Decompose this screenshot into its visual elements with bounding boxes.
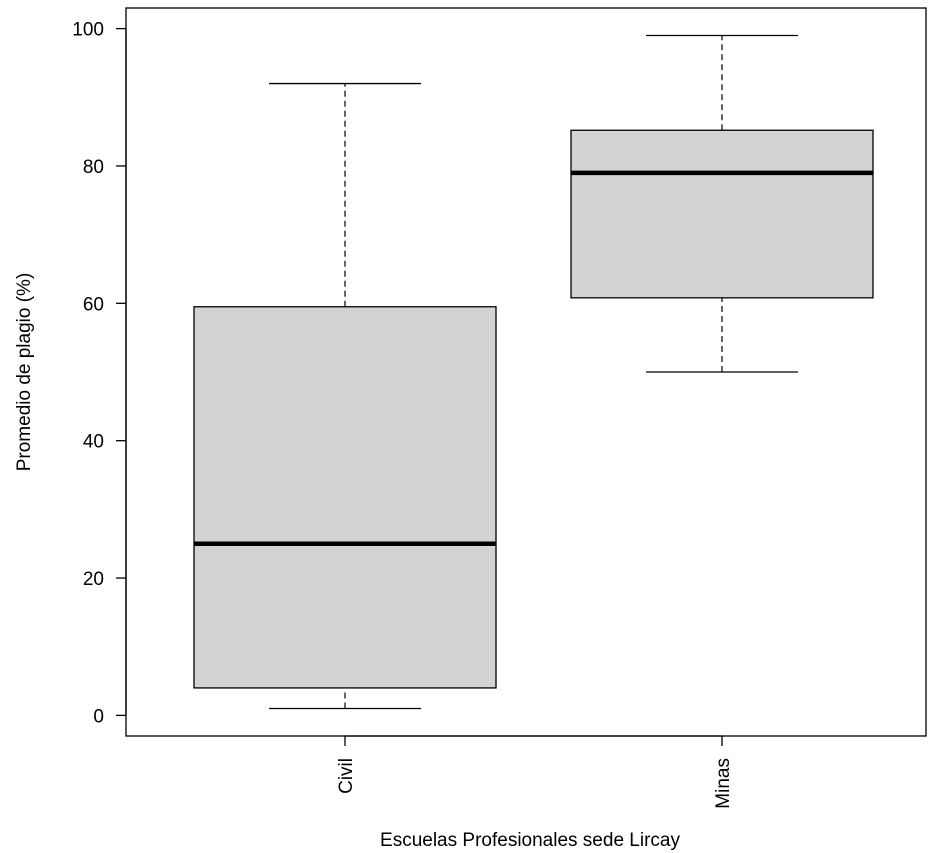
y-tick-label: 100: [72, 20, 104, 41]
y-tick-label: 0: [93, 706, 104, 727]
y-axis: 0 20 40 60 80 100: [72, 20, 127, 727]
y-axis-label: Promedio de plagio (%): [14, 273, 35, 472]
y-tick-label: 20: [83, 569, 104, 590]
y-tick-label: 40: [83, 432, 104, 453]
y-tick-label: 80: [83, 157, 104, 178]
box-civil: [193, 82, 497, 710]
boxes: [193, 34, 874, 710]
x-axis-label: Escuelas Profesionales sede Lircay: [380, 830, 680, 851]
box-minas: [570, 34, 874, 373]
iqr-box: [193, 306, 497, 689]
x-tick-label: Minas: [713, 758, 734, 809]
y-tick-label: 60: [83, 294, 104, 315]
iqr-box: [570, 129, 874, 299]
x-axis: Civil Minas: [336, 735, 734, 809]
x-tick-label: Civil: [336, 758, 357, 794]
